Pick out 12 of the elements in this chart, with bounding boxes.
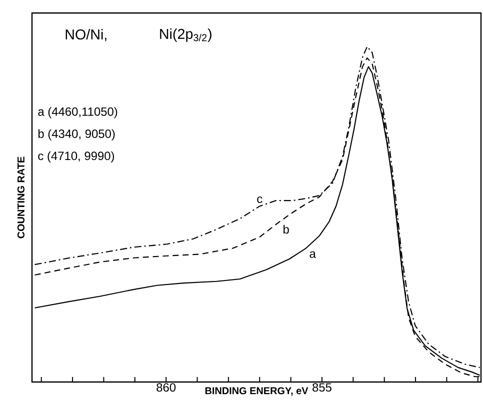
text: Ni(2p$_{3/2}$) bbox=[160, 28, 212, 42]
text: NO/Ni, bbox=[66, 29, 106, 42]
annotation: c (4710, 9990) bbox=[38, 151, 114, 162]
x-axis-title: BINDING ENERGY, eV bbox=[205, 387, 308, 396]
x-tick-label: 855 bbox=[312, 383, 332, 392]
series-label: a bbox=[310, 251, 316, 258]
annotation: b (4340, 9050) bbox=[38, 129, 115, 140]
series-label: c bbox=[257, 196, 262, 204]
x-tick-label: 860 bbox=[156, 383, 176, 392]
series-label: b bbox=[284, 224, 289, 234]
annotation: a (4460,11050) bbox=[38, 107, 118, 118]
y-axis-title: COUNTING RATE bbox=[17, 156, 24, 238]
